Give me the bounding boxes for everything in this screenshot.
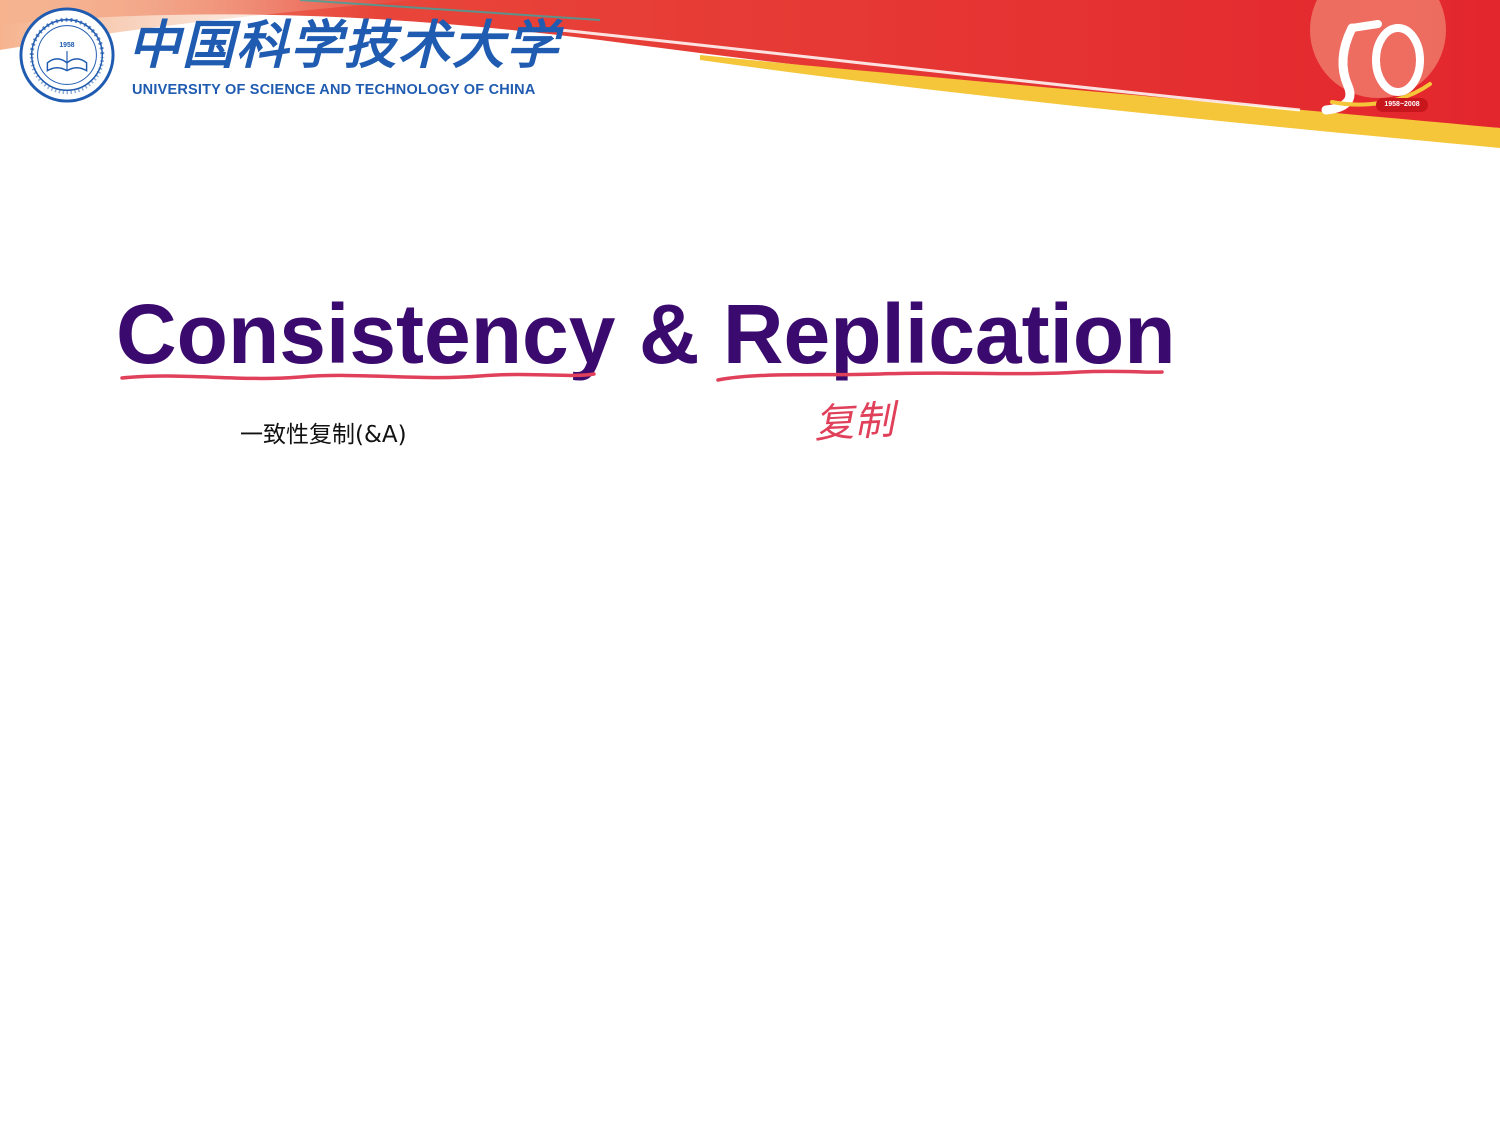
slide-subtitle: 一致性复制(&A) (240, 422, 407, 448)
anniversary-logo (1321, 20, 1432, 115)
university-seal: 1958 (19, 7, 115, 103)
anniversary-years: 1958~2008 (1384, 101, 1420, 108)
handwritten-note: 复制 (813, 397, 901, 447)
seal-year: 1958 (59, 42, 74, 49)
university-name-en: UNIVERSITY OF SCIENCE AND TECHNOLOGY OF … (132, 82, 536, 98)
slide-title: Consistency & Replication (116, 287, 1176, 381)
university-name-cn: 中国科学技术大学 (128, 15, 561, 76)
